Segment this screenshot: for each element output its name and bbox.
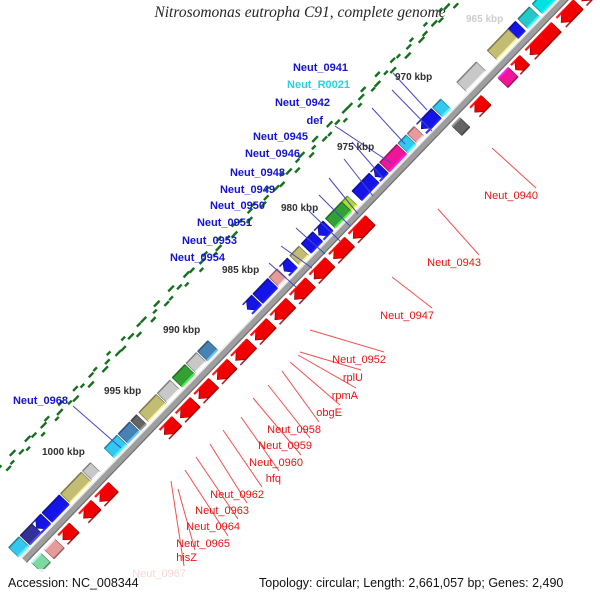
ruler-tick-dots [0,2,460,472]
ruler-tick-label: 985 kbp [222,265,260,276]
gene-feature[interactable] [328,236,355,264]
gene-label[interactable]: Neut_0942 [274,97,330,109]
gene-label[interactable]: def [306,115,324,127]
gene-label[interactable]: Neut_0958 [267,424,321,436]
gene-feature[interactable] [288,277,316,305]
gene-feature[interactable] [193,377,220,404]
gene-label[interactable]: Neut_0959 [258,440,312,452]
gene-label[interactable]: Neut_0940 [484,190,538,202]
gene-label[interactable]: Neut_0962 [210,489,264,501]
gene-feature[interactable] [94,481,119,507]
gene-feature[interactable] [397,134,417,154]
ruler-tick-label: 965 kbp [466,14,504,25]
gene-label[interactable]: Neut_0946 [244,148,300,160]
gene-label[interactable]: Neut_R0021 [287,79,350,91]
gene-feature[interactable] [81,462,101,481]
gene-label[interactable]: Neut_0950 [209,200,265,212]
gene-feature[interactable] [185,352,207,374]
ruler-tick-label: 990 kbp [163,325,201,336]
topology-text: Topology: circular; Length: 2,661,057 bp… [259,576,564,590]
gene-feature[interactable] [347,215,376,244]
gene-feature[interactable] [19,523,42,546]
gene-feature[interactable] [197,340,219,362]
gene-feature[interactable] [379,144,408,173]
gene-feature[interactable] [497,66,519,89]
gene-feature[interactable] [249,318,277,346]
gene-feature[interactable] [138,394,167,423]
gene-feature[interactable] [269,297,297,325]
gene-feature[interactable] [577,0,600,7]
gene-feature[interactable] [31,513,52,534]
gene-feature[interactable] [469,95,492,118]
label-leader-lines [72,72,537,567]
gene-feature[interactable] [451,117,471,136]
gene-feature[interactable] [171,364,196,388]
gene-label[interactable]: Neut_0963 [195,505,249,517]
gene-feature[interactable] [416,108,442,135]
accession-text: Accession: NC_008344 [8,576,139,590]
gene-label[interactable]: Neut_0947 [380,310,434,322]
ruler-tick-label: 1000 kbp [42,447,85,458]
gene-label[interactable]: Neut_0968 [12,395,68,407]
gene-feature[interactable] [78,499,102,524]
gene-feature[interactable] [103,434,128,459]
gene-label[interactable]: Neut_0949 [219,184,275,196]
gene-label[interactable]: Neut_0951 [196,217,252,229]
gene-label[interactable]: Neut_0954 [169,252,225,264]
gene-feature[interactable] [555,0,584,28]
gene-feature[interactable] [230,338,258,366]
gene-feature[interactable] [156,379,181,404]
gene-label[interactable]: hisZ [176,552,197,564]
gene-feature[interactable] [57,522,80,545]
gene-label[interactable]: Neut_0941 [292,62,348,74]
ruler-tick-label: 970 kbp [395,72,433,83]
gene-label[interactable]: Neut_0943 [427,257,481,269]
gene-feature[interactable] [211,358,238,385]
gene-label[interactable]: Neut_0948 [229,167,285,179]
gene-feature[interactable] [406,126,425,144]
gene-label[interactable]: hfq [265,473,281,485]
gene-feature[interactable] [43,538,65,560]
gene-feature[interactable] [517,6,540,29]
gene-feature[interactable] [268,268,288,288]
gene-feature[interactable] [130,414,147,431]
gene-label[interactable]: rpmA [331,390,358,402]
ruler-tick-label: 995 kbp [104,386,142,397]
gene-feature[interactable] [456,61,487,93]
gene-feature[interactable] [289,245,310,266]
gene-feature[interactable] [117,421,140,444]
ruler-tick-label: 975 kbp [337,142,375,153]
gene-label[interactable]: Neut_0945 [252,131,308,143]
gene-label[interactable]: Neut_0965 [176,538,230,550]
gene-feature[interactable] [308,257,336,285]
genome-backbone[interactable] [21,0,600,563]
gene-feature[interactable] [158,416,183,440]
gene-feature[interactable] [242,294,263,315]
gene-label[interactable]: Neut_0953 [181,235,237,247]
gene-feature[interactable] [30,552,51,573]
gene-label[interactable]: Neut_0964 [186,521,240,533]
gene-feature[interactable] [432,98,451,118]
status-bar: Accession: NC_008344 Topology: circular;… [0,569,600,600]
gene-label[interactable]: obgE [316,407,342,419]
gene-feature[interactable] [60,471,92,504]
gene-feature[interactable] [510,54,531,75]
gene-feature[interactable] [41,494,70,523]
gene-label[interactable]: rplU [342,372,363,384]
gene-feature[interactable] [531,0,563,14]
gene-feature[interactable] [486,28,519,61]
ruler-tick-label: 980 kbp [281,203,319,214]
gene-features-layer[interactable] [8,0,600,573]
gene-feature[interactable] [524,22,562,60]
gene-feature[interactable] [8,536,30,558]
gene-feature[interactable] [174,396,201,423]
gene-label[interactable]: Neut_0952 [332,354,386,366]
gene-feature[interactable] [278,257,298,277]
gene-feature[interactable] [252,278,279,304]
gene-label[interactable]: Neut_0960 [249,457,303,469]
